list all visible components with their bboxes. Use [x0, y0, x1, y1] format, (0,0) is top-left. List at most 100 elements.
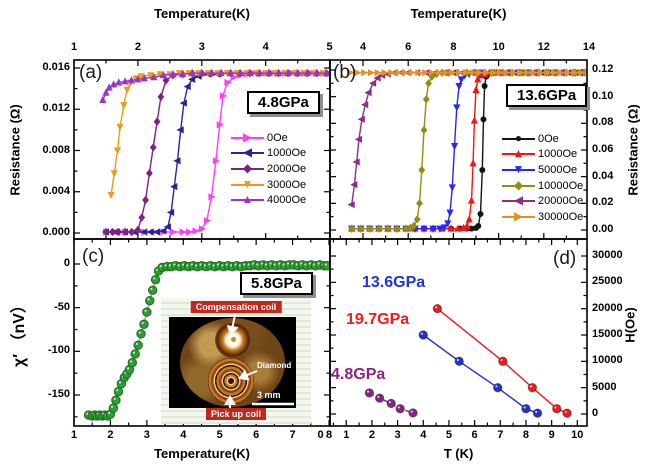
tick-label: 4	[262, 41, 269, 53]
legend-item: ◀ 1000Oe	[231, 145, 307, 162]
legend-label: 30000Oe	[538, 210, 584, 223]
tick-label: 5	[445, 429, 452, 441]
legend-label: 10000Oe	[538, 179, 584, 192]
tick-label: 7	[289, 429, 296, 441]
tick-label: 5	[216, 429, 223, 441]
tick-label: -150	[47, 387, 70, 400]
tick-label: 1	[70, 429, 78, 441]
tick-label: 0.004	[42, 184, 70, 197]
legend-item: ◆ 2000Oe	[231, 161, 306, 177]
inset-arrows	[224, 314, 294, 411]
coil-photo-inset: Compensation coil Pick up coil Diamond 3…	[161, 298, 311, 424]
triangle-right-icon: ▶	[502, 209, 535, 224]
panel-label-d: (d)	[553, 248, 577, 269]
legend-item: ▶ 0Oe	[231, 130, 306, 146]
axis-title-right-b: Resistance (Ω)	[625, 104, 641, 196]
diamond-culet	[228, 378, 234, 384]
tick-label: 0.008	[42, 143, 70, 156]
tick-label: 8	[522, 429, 530, 441]
legend-label: 3000Oe	[267, 178, 307, 191]
legend-item: ▶ 30000Oe	[502, 209, 583, 225]
tick-label: 2	[368, 429, 375, 441]
tick-label: 14	[582, 41, 596, 53]
triangle-right-icon: ▶	[231, 130, 264, 145]
tick-label: 0.016	[42, 61, 70, 73]
tick-label: 4	[359, 41, 367, 53]
tick-label: 0.08	[592, 116, 614, 129]
triangle-down-icon: ▼	[231, 177, 264, 192]
axis-title-right-d: H(Oe)	[622, 307, 638, 343]
tick-label: 7	[497, 429, 504, 441]
axis-title-top-a: Temperature(K)	[154, 6, 250, 21]
tick-label: 6	[253, 429, 260, 441]
legend-label: 5000Oe	[538, 163, 578, 176]
triangle-up-icon: ▲	[231, 192, 264, 207]
axis-title-left-a: Resistance (Ω)	[7, 104, 23, 196]
pressure-box-c: 5.8GPa	[240, 272, 313, 295]
tick-label: 5	[326, 41, 333, 53]
annotation-4-8gpa: 4.8GPa	[331, 366, 386, 383]
tick-label: 10	[492, 41, 505, 53]
panel-label-c: (c)	[82, 246, 105, 267]
pressure-box-b: 13.6GPa	[506, 84, 588, 107]
tick-label: 0.012	[42, 102, 70, 115]
legend-label: 20000Oe	[538, 195, 584, 208]
scale-bar-label: 3 mm	[257, 390, 281, 400]
legend-item: ▼ 5000Oe	[502, 162, 583, 178]
legend-panel-b: ● 0Oe ▲ 1000Oe ▼ 5000Oe ◆ 10000Oe ◀ 20000Oe ▶…	[502, 131, 583, 225]
tick-label: 0.000	[42, 226, 70, 238]
tick-label: 6	[405, 41, 412, 53]
tick-label: 3	[198, 41, 205, 53]
legend-label: 1000Oe	[538, 148, 578, 161]
tick-label: 25000	[592, 275, 623, 288]
compensation-coil-chip: Compensation coil	[190, 301, 282, 313]
tick-label: 0.12	[592, 63, 614, 75]
tick-label: 10000	[592, 354, 623, 367]
pickup-coil-chip: Pick up coil	[205, 408, 267, 420]
legend-item: ▼ 3000Oe	[231, 177, 306, 193]
tick-label: 0	[317, 429, 324, 441]
tick-label: 3	[143, 429, 150, 441]
tick-label: 1	[70, 41, 78, 53]
legend-label: 2000Oe	[267, 162, 307, 175]
tick-label: 15000	[592, 327, 623, 340]
panel-label-b: (b)	[333, 62, 357, 83]
tick-label: 4	[420, 429, 427, 441]
triangle-left-icon: ◀	[502, 193, 535, 208]
tick-label: 0.02	[592, 196, 614, 209]
tick-label: 8	[325, 429, 333, 441]
triangle-up-icon: ▲	[502, 146, 535, 161]
tick-label: 5000	[592, 380, 617, 393]
legend-item: ◆ 10000Oe	[502, 178, 583, 194]
tick-label: 0	[592, 407, 599, 419]
axis-title-bottom-d: T (K)	[443, 446, 474, 461]
axis-title-top-b: Temperature(K)	[410, 6, 507, 21]
circle-icon: ●	[502, 131, 535, 146]
legend-label: 4000Oe	[267, 194, 307, 207]
tick-label: 20000	[592, 301, 623, 314]
tick-label: 8	[450, 41, 457, 53]
legend-item: ▲ 1000Oe	[502, 146, 583, 163]
tick-label: 0.04	[592, 169, 614, 182]
legend-panel-a: ▶ 0Oe ◀ 1000Oe ◆ 2000Oe ▼ 3000Oe ▲ 4000Oe	[231, 130, 306, 208]
legend-item: ▲ 4000Oe	[231, 192, 306, 208]
tick-label: 0.00	[592, 223, 614, 235]
tick-label: 30000	[592, 248, 623, 261]
tick-label: 4	[180, 429, 187, 441]
tick-label: 1	[343, 429, 350, 441]
triangle-down-icon: ▼	[502, 162, 535, 177]
tick-label: -50	[54, 300, 70, 313]
tick-label: 2	[134, 41, 141, 53]
axis-title-left-c: χ′ （nV）	[11, 297, 28, 367]
triangle-left-icon: ◀	[231, 145, 264, 160]
annotation-19-7gpa: 19.7GPa	[346, 311, 410, 328]
tick-label: 0.10	[592, 89, 614, 102]
tick-label: 12	[537, 41, 550, 53]
tick-label: 2	[107, 429, 114, 441]
tick-label: -100	[47, 344, 70, 357]
legend-label: 1000Oe	[267, 147, 307, 160]
pressure-box-a: 4.8GPa	[247, 91, 320, 114]
tick-label: 10	[571, 429, 584, 441]
diamond-arrow	[238, 369, 258, 381]
